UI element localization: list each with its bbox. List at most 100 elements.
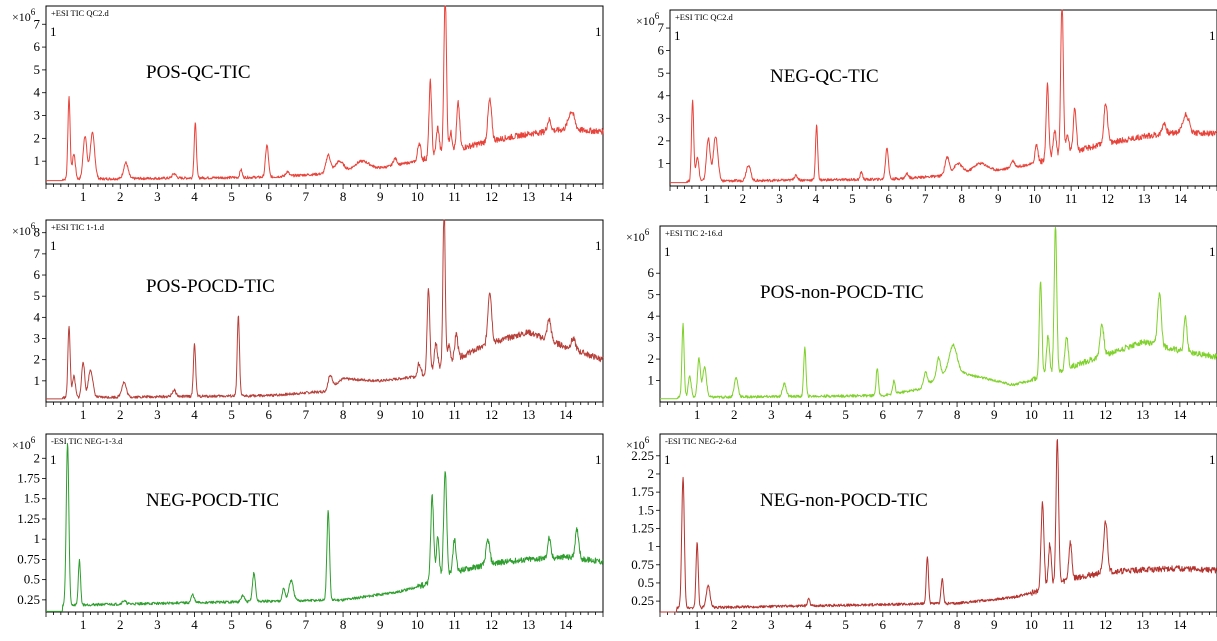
panel-label: NEG-POCD-TIC (146, 490, 279, 511)
x-tick-label: 14 (559, 407, 573, 422)
trace-header: +ESI TIC 2-16.d (665, 228, 723, 238)
tic-trace (45, 442, 604, 612)
y-tick-label: 1.25 (17, 511, 40, 526)
panel-label: POS-QC-TIC (146, 62, 251, 83)
y-tick-label: 0.25 (631, 593, 654, 608)
x-tick-label: 8 (954, 617, 961, 632)
x-tick-label: 6 (880, 407, 887, 422)
corner-mark-left: 1 (664, 452, 671, 467)
corner-mark-left: 1 (664, 244, 671, 259)
trace-header: -ESI TIC NEG-2-6.d (665, 436, 737, 446)
y-exponent-label: ×106 (636, 11, 660, 28)
x-tick-label: 8 (340, 189, 347, 204)
x-tick-label: 1 (80, 407, 87, 422)
x-tick-label: 1 (80, 617, 87, 632)
x-tick-label: 8 (954, 407, 961, 422)
chart-panel: 1 2 3 4 5 6 7 8 9 10 11 12 13 140.250.50.7511.251.51.… (626, 433, 1217, 632)
y-tick-label: 1 (34, 373, 41, 388)
y-tick-label: 4 (34, 309, 41, 324)
x-tick-label: 6 (266, 189, 273, 204)
x-tick-label: 1 (80, 189, 87, 204)
y-tick-label: 1.75 (631, 484, 654, 499)
x-tick-label: 10 (411, 189, 424, 204)
y-tick-label: 1 (34, 153, 41, 168)
x-tick-label: 5 (228, 407, 235, 422)
y-tick-label: 2 (34, 130, 41, 145)
tic-trace (45, 5, 604, 182)
y-tick-label: 5 (648, 287, 655, 302)
y-tick-label: 2 (34, 450, 41, 465)
x-tick-label: 12 (485, 189, 498, 204)
x-tick-label: 5 (842, 407, 849, 422)
y-tick-label: 0.75 (631, 557, 654, 572)
y-exponent-power: 6 (655, 11, 660, 21)
y-tick-label: 4 (648, 308, 655, 323)
x-tick-label: 2 (731, 407, 738, 422)
x-tick-label: 6 (266, 617, 273, 632)
y-tick-label: 0.5 (638, 575, 654, 590)
x-tick-label: 11 (448, 407, 461, 422)
x-tick-label: 3 (154, 407, 161, 422)
x-tick-label: 3 (768, 407, 775, 422)
y-exponent-label: ×106 (626, 227, 650, 244)
x-tick-label: 14 (1173, 617, 1187, 632)
x-tick-label: 7 (917, 407, 924, 422)
y-exponent-base: ×10 (626, 230, 645, 244)
chart-panel: 1 2 3 4 5 6 7 8 9 10 11 12 13 140.250.50.7511.251.51.… (12, 433, 604, 632)
x-tick-label: 3 (154, 189, 161, 204)
y-exponent-base: ×10 (12, 438, 31, 452)
x-tick-label: 2 (740, 191, 747, 206)
x-tick-label: 9 (995, 191, 1002, 206)
y-tick-label: 3 (658, 110, 665, 125)
x-tick-label: 12 (485, 617, 498, 632)
y-tick-label: 0.75 (17, 551, 40, 566)
y-tick-label: 3 (648, 330, 655, 345)
y-tick-label: 6 (34, 267, 41, 282)
x-tick-label: 13 (1136, 407, 1149, 422)
plot-frame (669, 9, 1217, 187)
x-tick-label: 9 (991, 617, 998, 632)
y-tick-label: 0.25 (17, 592, 40, 607)
x-tick-label: 11 (1062, 617, 1075, 632)
plot-frame (45, 433, 604, 613)
y-tick-label: 2 (34, 352, 41, 367)
y-tick-label: 1 (648, 539, 655, 554)
x-tick-label: 10 (411, 617, 424, 632)
x-tick-label: 10 (1025, 617, 1038, 632)
x-tick-label: 1 (694, 407, 701, 422)
x-tick-label: 3 (776, 191, 783, 206)
x-tick-label: 13 (1136, 617, 1149, 632)
x-tick-label: 2 (117, 189, 124, 204)
x-tick-label: 14 (1173, 407, 1187, 422)
x-tick-label: 9 (377, 407, 384, 422)
corner-mark-left: 1 (50, 452, 57, 467)
x-tick-label: 2 (117, 407, 124, 422)
y-tick-label: 5 (658, 65, 665, 80)
trace-header: +ESI TIC QC2.d (675, 12, 734, 22)
y-exponent-label: ×106 (12, 221, 36, 238)
tic-trace (659, 226, 1217, 400)
y-tick-label: 7 (658, 20, 665, 35)
x-tick-label: 1 (694, 617, 701, 632)
y-tick-label: 7 (34, 246, 41, 261)
x-tick-label: 8 (958, 191, 965, 206)
x-tick-label: 4 (813, 191, 820, 206)
plot-frame (45, 219, 604, 403)
panel-label: NEG-non-POCD-TIC (760, 490, 928, 511)
y-tick-label: 2 (648, 351, 655, 366)
y-tick-label: 1 (648, 373, 655, 388)
y-exponent-label: ×106 (12, 7, 36, 24)
y-exponent-power: 6 (645, 227, 650, 237)
tic-trace (659, 439, 1217, 613)
corner-mark-left: 1 (674, 28, 681, 43)
corner-mark-right: 1 (1209, 28, 1216, 43)
y-exponent-power: 6 (31, 7, 36, 17)
y-exponent-power: 6 (645, 435, 650, 445)
y-exponent-power: 6 (31, 435, 36, 445)
corner-mark-right: 1 (1209, 452, 1216, 467)
x-tick-label: 13 (522, 189, 535, 204)
corner-mark-left: 1 (50, 238, 57, 253)
y-tick-label: 0.5 (24, 572, 40, 587)
x-tick-label: 3 (154, 617, 161, 632)
